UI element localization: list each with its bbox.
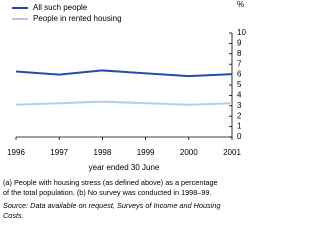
- x-tick-label: 1999: [137, 148, 155, 157]
- series-line: [15, 100, 233, 106]
- source: Costs.: [3, 211, 24, 220]
- y-tick-label: 4: [237, 91, 242, 100]
- source: Source: Data available on request, Surve…: [3, 201, 220, 210]
- x-axis-label: year ended 30 June: [89, 163, 160, 172]
- legend-label: All such people: [33, 3, 88, 12]
- x-tick-label: 1997: [50, 148, 68, 157]
- x-tick-label: 2000: [180, 148, 198, 157]
- y-axis-label: %: [237, 0, 244, 9]
- x-tick-label: 1998: [94, 148, 112, 157]
- y-tick-label: 3: [237, 101, 242, 110]
- y-tick-label: 6: [237, 70, 242, 79]
- y-tick-label: 8: [237, 49, 242, 58]
- series-line: [15, 69, 233, 78]
- y-tick-label: 1: [237, 122, 242, 131]
- x-tick-label: 1996: [7, 148, 25, 157]
- footnote: of the total population. (b) No survey w…: [3, 188, 212, 197]
- y-tick-label: 9: [237, 39, 242, 48]
- y-tick-label: 2: [237, 111, 242, 120]
- legend-label: People in rented housing: [33, 14, 122, 23]
- chart: % year ended 30 June (a) People with hou…: [3, 0, 246, 220]
- x-tick-label: 2001: [223, 148, 241, 157]
- y-tick-label: 5: [237, 80, 242, 89]
- y-tick-label: 7: [237, 59, 242, 68]
- y-tick-label: 10: [237, 28, 246, 37]
- y-tick-label: 0: [237, 132, 242, 141]
- footnote: (a) People with housing stress (as defin…: [3, 178, 218, 187]
